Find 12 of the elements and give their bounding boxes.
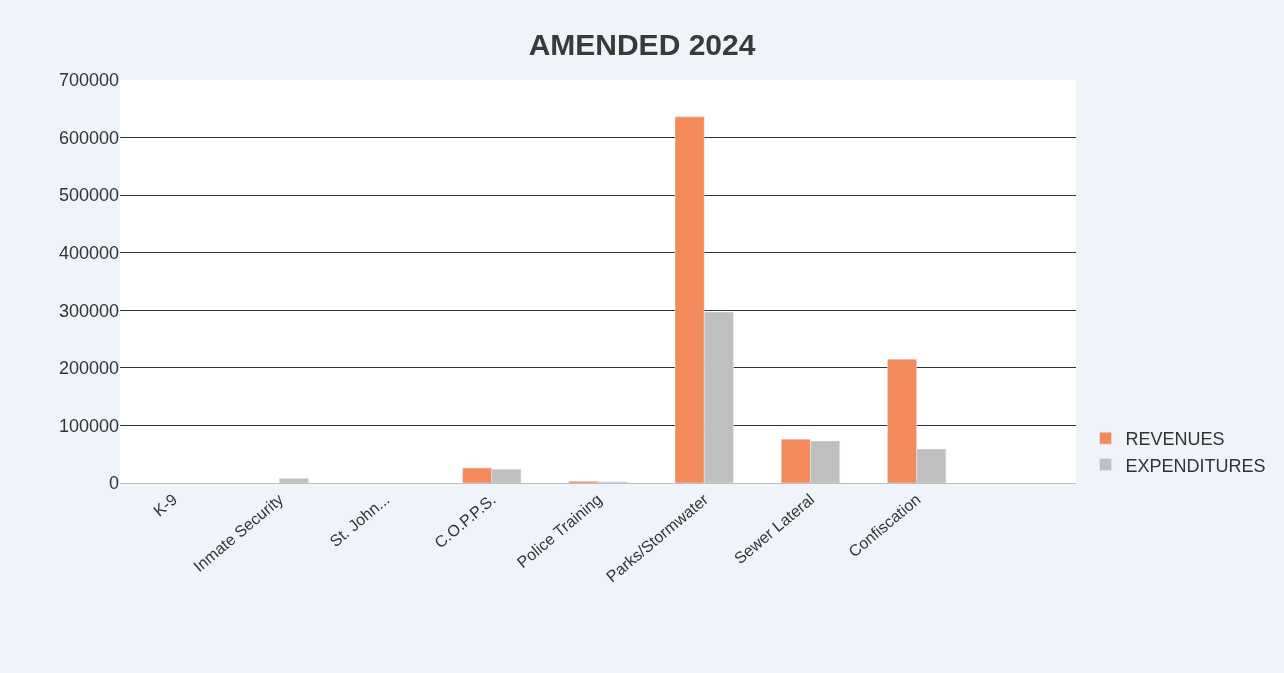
legend-label: EXPENDITURES xyxy=(1125,455,1266,476)
y-tick-label: 100000 xyxy=(58,415,119,436)
legend-label: REVENUES xyxy=(1125,429,1225,450)
x-tick-label: K-9 xyxy=(150,490,181,520)
y-tick-label: 600000 xyxy=(58,127,119,148)
y-tick-label: 0 xyxy=(108,473,119,494)
y-tick-label: 500000 xyxy=(58,185,119,206)
y-tick-label: 400000 xyxy=(58,243,119,264)
y-tick-label: 200000 xyxy=(58,358,119,379)
y-tick-label: 300000 xyxy=(58,300,119,321)
chart-title: AMENDED 2024 xyxy=(528,27,756,61)
y-tick-label: 700000 xyxy=(58,70,119,91)
